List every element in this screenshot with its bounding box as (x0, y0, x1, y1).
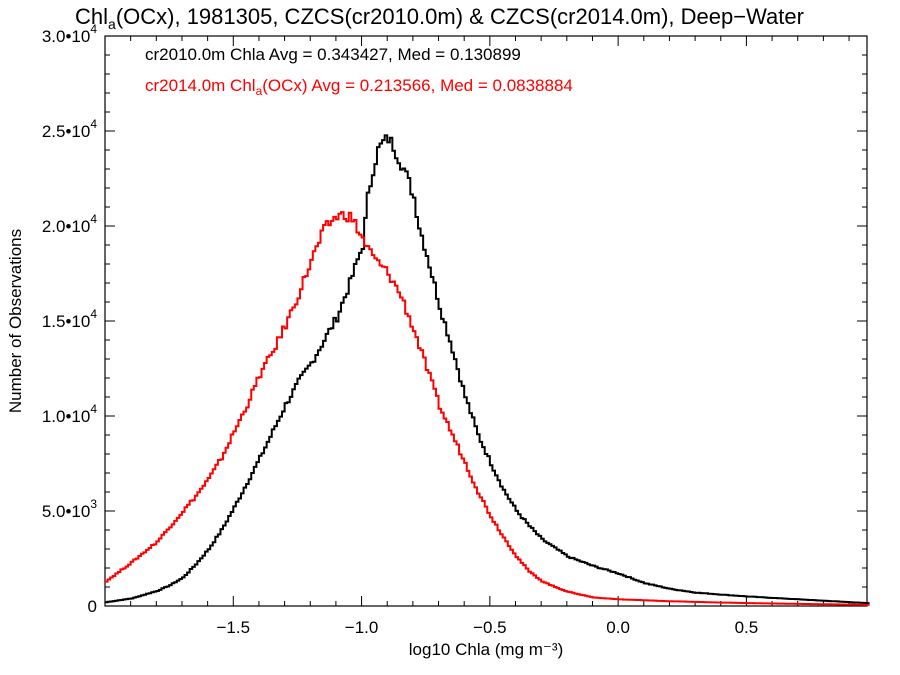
y-tick-label: 0 (88, 597, 97, 616)
x-axis-title: log10 Chla (mg m⁻³) (409, 640, 563, 659)
x-tick-label: 0.0 (606, 618, 630, 637)
chart-title-part-a: Chl (75, 4, 108, 29)
x-axis-ticks: −1.5 −1.0 −0.5 0.0 0.5 (130, 36, 850, 637)
y-tick-label: 1.5•104 (42, 307, 98, 331)
plot-frame (104, 35, 868, 607)
y-axis-ticks: 0 5.0•103 1.0•104 1.5•104 2.0•104 2.5•104 3.0•… (42, 22, 867, 616)
series-layer (105, 134, 870, 606)
legend-line-2-part-b: (OCx) Avg = 0.213566, Med = 0.0838884 (262, 76, 573, 95)
chart-title-part-b: (OCx), 1981305, CZCS(cr2010.0m) & CZCS(c… (116, 4, 804, 29)
chart-title: Chla(OCx), 1981305, CZCS(cr2010.0m) & CZ… (75, 4, 804, 32)
y-tick-label: 2.5•104 (42, 117, 98, 141)
legend-line-1: cr2010.0m Chla Avg = 0.343427, Med = 0.1… (145, 45, 521, 64)
chart-title-subscript: a (108, 16, 116, 32)
y-tick-label: 1.0•104 (42, 402, 98, 426)
legend-line-2: cr2014.0m Chla(OCx) Avg = 0.213566, Med … (145, 76, 573, 98)
series-line-cr2010.0m (105, 134, 870, 605)
x-tick-label: −1.5 (217, 618, 251, 637)
legend-line-2-part-a: cr2014.0m Chl (145, 76, 256, 95)
y-axis-title: Number of Observations (6, 229, 25, 413)
y-tick-label: 2.0•104 (42, 212, 98, 236)
y-tick-label: 5.0•103 (42, 497, 98, 521)
series-line-cr2014.0m (105, 211, 870, 606)
y-tick-label: 3.0•104 (42, 22, 98, 46)
x-tick-label: 0.5 (735, 618, 759, 637)
x-tick-label: −0.5 (473, 618, 507, 637)
x-tick-label: −1.0 (345, 618, 379, 637)
legend-line-2-subscript: a (256, 84, 263, 98)
